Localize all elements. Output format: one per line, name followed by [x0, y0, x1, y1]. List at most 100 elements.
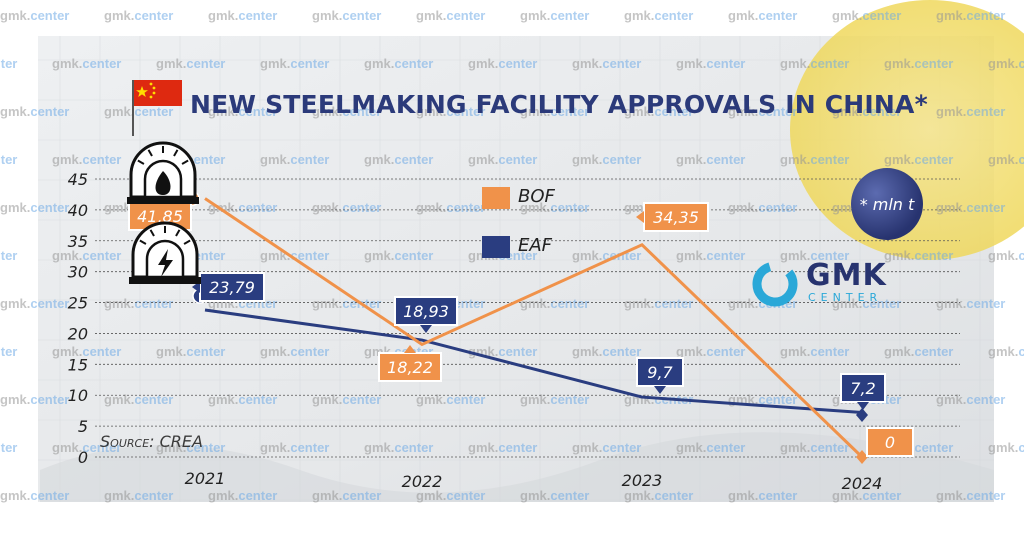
- watermark: gmk.center: [936, 8, 1006, 23]
- data-point-eaf: [856, 408, 868, 422]
- data-label-box: [378, 352, 442, 382]
- watermark: gmk.center: [416, 8, 486, 23]
- watermark: gmk.center: [988, 248, 1024, 263]
- watermark: gmk.center: [0, 248, 18, 263]
- data-label-text: 18,22: [387, 358, 433, 377]
- legend-label-bof: BOF: [518, 186, 555, 207]
- watermark: gmk.center: [0, 344, 18, 359]
- watermark: gmk.center: [624, 104, 694, 119]
- watermark: gmk.center: [520, 296, 590, 311]
- watermark: gmk.center: [0, 104, 70, 119]
- legend-swatch-bof: [482, 187, 510, 209]
- y-tick-label: 45: [68, 170, 88, 189]
- watermark: gmk.center: [260, 56, 330, 71]
- watermark: gmk.center: [884, 344, 954, 359]
- watermark: gmk.center: [312, 104, 382, 119]
- watermark: gmk.center: [676, 152, 746, 167]
- furnace-brick: [137, 159, 145, 165]
- watermark: gmk.center: [832, 104, 902, 119]
- watermark: gmk.center: [728, 8, 798, 23]
- data-label-pointer: [404, 345, 416, 353]
- furnace-base: [127, 197, 199, 204]
- watermark: gmk.center: [884, 56, 954, 71]
- watermark: gmk.center: [364, 56, 434, 71]
- watermark: gmk.center: [832, 8, 902, 23]
- watermark: gmk.center: [520, 8, 590, 23]
- watermark: gmk.center: [780, 440, 850, 455]
- watermark: gmk.center: [936, 200, 1006, 215]
- furnace-icons: [127, 141, 201, 284]
- watermark: gmk.center: [0, 440, 18, 455]
- watermark: gmk.center: [572, 152, 642, 167]
- watermark: gmk.center: [52, 440, 122, 455]
- watermark: gmk.center: [260, 152, 330, 167]
- watermark: gmk.center: [208, 8, 278, 23]
- source-note: Source: CREA: [100, 432, 203, 451]
- watermark: gmk.center: [780, 344, 850, 359]
- watermark: gmk.center: [676, 344, 746, 359]
- watermark: gmk.center: [988, 56, 1024, 71]
- watermark: gmk.center: [416, 488, 486, 503]
- data-label-bof: 18,22: [378, 345, 442, 382]
- legend-label-eaf: EAF: [518, 235, 553, 256]
- watermark: gmk.center: [260, 344, 330, 359]
- y-tick-label: 5: [78, 417, 88, 436]
- watermark: gmk.center: [936, 296, 1006, 311]
- data-label-eaf: 23,79: [192, 272, 265, 302]
- watermark: gmk.center: [676, 440, 746, 455]
- furnace-brick: [139, 239, 147, 245]
- logo-subtext: CENTER: [808, 291, 883, 304]
- watermark: gmk.center: [416, 104, 486, 119]
- watermark: gmk.center: [104, 8, 174, 23]
- y-tick-label: 20: [68, 324, 88, 343]
- legend-swatch-eaf: [482, 236, 510, 258]
- data-label-text: 41,85: [137, 207, 183, 226]
- watermark: gmk.center: [624, 488, 694, 503]
- watermark: gmk.center: [104, 488, 174, 503]
- watermark: gmk.center: [0, 152, 18, 167]
- watermark: gmk.center: [624, 8, 694, 23]
- y-tick-label: 15: [68, 355, 88, 374]
- watermark: gmk.center: [0, 200, 70, 215]
- data-label-text: 0: [885, 433, 895, 452]
- x-tick-label: 2022: [402, 472, 443, 491]
- watermark: gmk.center: [208, 488, 278, 503]
- x-tick-label: 2024: [842, 474, 883, 493]
- watermark: gmk.center: [780, 152, 850, 167]
- watermark: gmk.center: [884, 248, 954, 263]
- watermark: gmk.center: [780, 248, 850, 263]
- watermark: gmk.center: [312, 488, 382, 503]
- data-label-box: [840, 373, 886, 403]
- watermark: gmk.center: [260, 248, 330, 263]
- data-label-text: 23,79: [209, 278, 255, 297]
- y-tick-label: 30: [68, 263, 88, 282]
- watermark: gmk.center: [0, 392, 70, 407]
- y-tick-label: 40: [68, 201, 88, 220]
- watermark: gmk.center: [260, 440, 330, 455]
- data-label-pointer: [420, 325, 432, 333]
- unit-badge: * mln t: [851, 168, 923, 240]
- watermark: gmk.center: [208, 104, 278, 119]
- flag-star: [149, 82, 153, 86]
- grid-lines: [95, 178, 960, 458]
- watermark: gmk.center: [104, 296, 174, 311]
- watermark: gmk.center: [156, 440, 226, 455]
- data-label-bof: 0: [866, 427, 914, 457]
- flag-star: [152, 86, 156, 90]
- watermark: gmk.center: [520, 392, 590, 407]
- watermark: gmk.center: [936, 392, 1006, 407]
- y-tick-label: 10: [68, 386, 88, 405]
- logo-text: GMK: [806, 258, 887, 293]
- furnace-icon-bof: [127, 141, 199, 204]
- watermark: gmk.center: [572, 56, 642, 71]
- series-line-bof: [204, 197, 864, 459]
- watermark: gmk.center: [572, 344, 642, 359]
- watermark: gmk.center: [988, 344, 1024, 359]
- flag-star: [152, 91, 156, 95]
- furnace-brick: [173, 149, 179, 157]
- gmk-logo-icon: [752, 261, 798, 307]
- watermark: gmk.center: [312, 8, 382, 23]
- watermark: gmk.center: [988, 152, 1024, 167]
